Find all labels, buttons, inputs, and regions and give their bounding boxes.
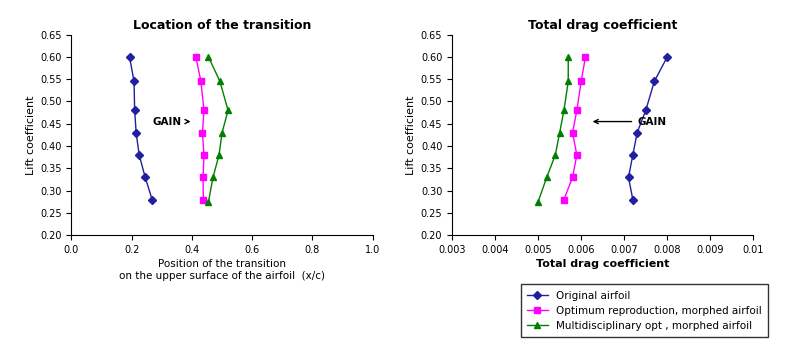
- Text: GAIN: GAIN: [594, 117, 666, 127]
- Title: Total drag coefficient: Total drag coefficient: [528, 19, 677, 32]
- Text: GAIN: GAIN: [153, 117, 189, 127]
- Legend: Original airfoil, Optimum reproduction, morphed airfoil, Multidisciplinary opt ,: Original airfoil, Optimum reproduction, …: [520, 284, 768, 337]
- Title: Location of the transition: Location of the transition: [133, 19, 311, 32]
- X-axis label: Total drag coefficient: Total drag coefficient: [536, 259, 669, 269]
- Y-axis label: Lift coefficient: Lift coefficient: [26, 95, 36, 175]
- X-axis label: Position of the transition
on the upper surface of the airfoil  (x/c): Position of the transition on the upper …: [119, 259, 325, 281]
- Y-axis label: Lift coefficient: Lift coefficient: [407, 95, 416, 175]
